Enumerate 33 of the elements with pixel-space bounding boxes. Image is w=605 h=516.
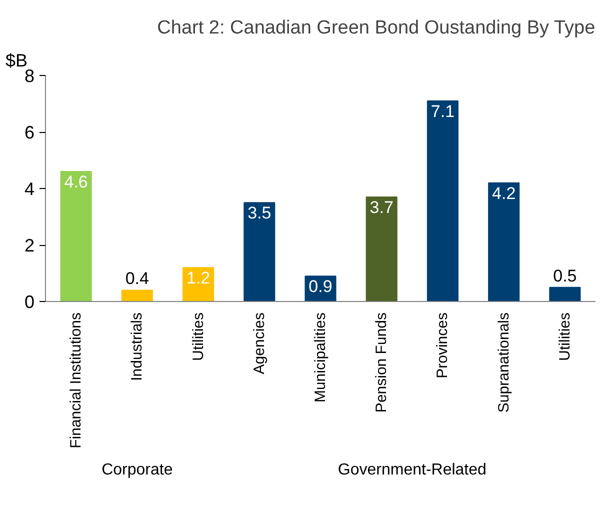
y-tick-label: 4	[24, 179, 35, 199]
bar	[121, 290, 153, 302]
data-label: 4.6	[64, 172, 88, 192]
bar	[182, 267, 214, 302]
data-label: 0.9	[308, 277, 332, 296]
x-tick-label: Supranationals	[495, 312, 512, 413]
x-tick-label: Municipalities	[312, 312, 329, 403]
bar	[549, 286, 581, 302]
x-tick-label: Agencies	[250, 312, 268, 374]
data-label: 7.1	[430, 102, 455, 121]
y-tick-label: 0	[24, 292, 35, 312]
text: Corporate	[102, 462, 173, 478]
data-label: 3.5	[248, 204, 272, 223]
x-tick-label: Pension Funds	[373, 312, 390, 413]
x-tick-label: Financial Institutions	[68, 312, 85, 448]
bar	[244, 202, 276, 302]
y-tick-label: 2	[24, 236, 35, 256]
data-label: 1.2	[186, 268, 210, 288]
chart-title: Chart 2: Canadian Green Bond Oustanding By Type	[157, 18, 596, 38]
bar	[488, 182, 520, 302]
x-tick-label: Utilities	[556, 312, 574, 361]
data-label: 0.4	[125, 269, 149, 288]
bar	[426, 100, 458, 302]
bar	[366, 196, 398, 302]
data-label: 3.7	[370, 198, 394, 217]
data-label: 4.2	[492, 184, 516, 203]
x-tick-label: Industrials	[128, 312, 146, 381]
x-tick-label: Provinces	[434, 312, 452, 378]
text: Government-Related	[338, 462, 486, 478]
bar	[60, 171, 92, 302]
data-label: 0.5	[553, 266, 577, 286]
y-tick-label: 6	[24, 122, 35, 142]
x-tick-label: Utilities	[190, 312, 207, 361]
